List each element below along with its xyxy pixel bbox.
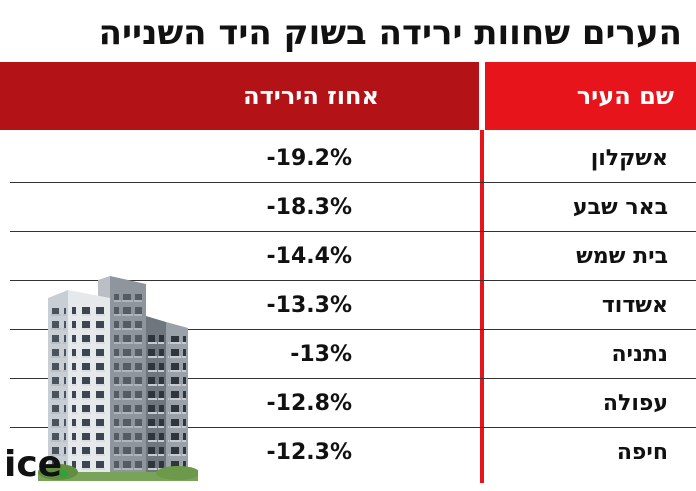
- row-separator: [10, 280, 696, 281]
- city-name: אשדוד: [601, 293, 668, 318]
- ice-logo-mark: ice: [4, 444, 68, 485]
- header-percent: אחוז הירידה: [0, 62, 479, 130]
- city-name: באר שבע: [572, 195, 668, 220]
- decline-percent: -14.4%: [266, 244, 352, 269]
- header-divider: [479, 62, 485, 130]
- decline-percent: -19.2%: [266, 146, 352, 171]
- logo-text: ice: [4, 444, 62, 484]
- column-divider: [480, 130, 484, 483]
- city-name: בית שמש: [576, 244, 668, 269]
- city-name: אשקלון: [590, 146, 668, 171]
- row-separator: [10, 378, 696, 379]
- table-row: חיפה -12.3%: [10, 428, 696, 477]
- logo-dot: [60, 470, 68, 478]
- page-title: הערים שחוות ירידה בשוק היד השנייה: [98, 13, 682, 53]
- table-row: אשדוד -13.3%: [10, 281, 696, 330]
- city-name: נתניה: [611, 342, 668, 367]
- row-separator: [10, 231, 696, 232]
- row-separator: [10, 329, 696, 330]
- decline-percent: -12.3%: [266, 440, 352, 465]
- table-row: אשקלון -19.2%: [10, 134, 696, 183]
- row-separator: [10, 427, 696, 428]
- ice-logo: ice: [2, 440, 72, 485]
- decline-percent: -18.3%: [266, 195, 352, 220]
- table-row: באר שבע -18.3%: [10, 183, 696, 232]
- city-name: עפולה: [602, 391, 668, 416]
- apartment-building-image: [38, 276, 198, 481]
- table-row: עפולה -12.8%: [10, 379, 696, 428]
- decline-percent: -13%: [290, 342, 352, 367]
- decline-percent: -13.3%: [266, 293, 352, 318]
- table-row: נתניה -13%: [10, 330, 696, 379]
- header-city: שם העיר: [485, 62, 696, 130]
- table-row: בית שמש -14.4%: [10, 232, 696, 281]
- city-name: חיפה: [616, 440, 668, 465]
- row-separator: [10, 182, 696, 183]
- table-header: שם העיר אחוז הירידה: [0, 62, 696, 130]
- decline-percent: -12.8%: [266, 391, 352, 416]
